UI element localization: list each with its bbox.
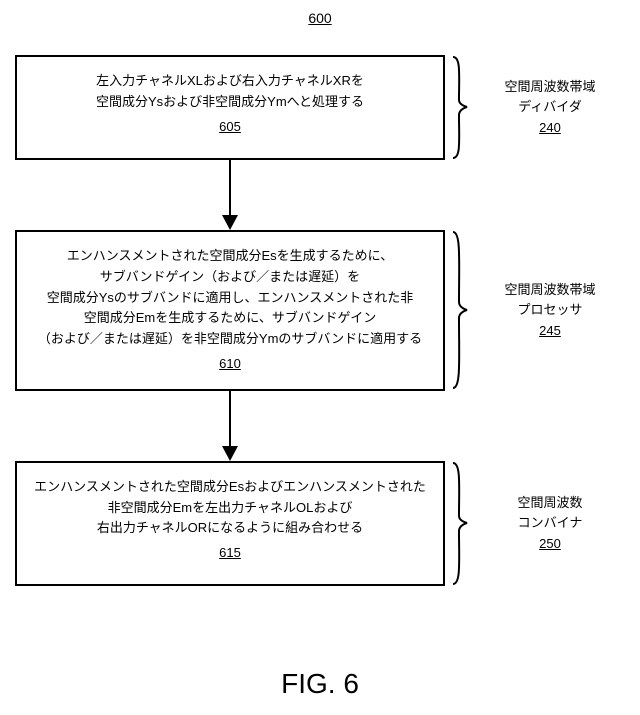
side-label: 空間周波数帯域 ディバイダ 240: [475, 77, 625, 138]
box-ref: 610: [27, 354, 433, 375]
side-label-line: 空間周波数帯域: [504, 79, 595, 94]
figure-caption: FIG. 6: [281, 668, 359, 700]
box-text-line: 空間成分Emを生成するために、サブバンドゲイン: [84, 310, 377, 325]
box-ref: 615: [27, 543, 433, 564]
flow-row: エンハンスメントされた空間成分Esを生成するために、 サブバンドゲイン（および／…: [15, 230, 625, 391]
side-label-line: コンバイナ: [518, 515, 583, 530]
brace-icon: [451, 55, 469, 160]
process-box-615: エンハンスメントされた空間成分Esおよびエンハンスメントされた 非空間成分Emを…: [15, 461, 445, 586]
flowchart: 左入力チャネルXLおよび右入力チャネルXRを 空間成分Ysおよび非空間成分Ymへ…: [15, 55, 625, 586]
box-text-line: 非空間成分Emを左出力チャネルOLおよび: [108, 500, 353, 515]
box-text-line: 空間成分Ysのサブバンドに適用し、エンハンスメントされた非: [47, 290, 414, 305]
brace-icon: [451, 230, 469, 390]
side-label-line: 空間周波数帯域: [504, 282, 595, 297]
side-label-container: 空間周波数 コンバイナ 250: [451, 461, 625, 586]
flow-row: エンハンスメントされた空間成分Esおよびエンハンスメントされた 非空間成分Emを…: [15, 461, 625, 586]
process-box-605: 左入力チャネルXLおよび右入力チャネルXRを 空間成分Ysおよび非空間成分Ymへ…: [15, 55, 445, 160]
side-label: 空間周波数帯域 プロセッサ 245: [475, 280, 625, 341]
process-box-610: エンハンスメントされた空間成分Esを生成するために、 サブバンドゲイン（および／…: [15, 230, 445, 391]
arrow-down-icon: [215, 160, 245, 230]
side-ref: 240: [475, 118, 625, 138]
side-label-line: 空間周波数: [517, 495, 582, 510]
side-label-line: プロセッサ: [517, 302, 582, 317]
box-ref: 605: [27, 117, 433, 138]
box-text-line: 空間成分Ysおよび非空間成分Ymへと処理する: [96, 94, 364, 109]
box-text-line: 右出力チャネルORになるように組み合わせる: [97, 520, 363, 535]
side-label: 空間周波数 コンバイナ 250: [475, 493, 625, 554]
side-label-container: 空間周波数帯域 ディバイダ 240: [451, 55, 625, 160]
arrow-container: [15, 160, 445, 230]
side-ref: 245: [475, 321, 625, 341]
arrow-container: [15, 391, 445, 461]
side-label-line: ディバイダ: [518, 99, 582, 114]
flow-row: 左入力チャネルXLおよび右入力チャネルXRを 空間成分Ysおよび非空間成分Ymへ…: [15, 55, 625, 160]
box-text-line: サブバンドゲイン（および／または遅延）を: [100, 269, 360, 284]
figure-number: 600: [308, 10, 331, 26]
arrow-down-icon: [215, 391, 245, 461]
side-label-container: 空間周波数帯域 プロセッサ 245: [451, 230, 625, 391]
box-text-line: 左入力チャネルXLおよび右入力チャネルXRを: [96, 73, 364, 88]
side-ref: 250: [475, 534, 625, 554]
box-text-line: エンハンスメントされた空間成分Esを生成するために、: [67, 248, 394, 263]
brace-icon: [451, 461, 469, 586]
box-text-line: エンハンスメントされた空間成分Esおよびエンハンスメントされた: [34, 479, 426, 494]
box-text-line: （および／または遅延）を非空間成分Ymのサブバンドに適用する: [38, 331, 422, 346]
